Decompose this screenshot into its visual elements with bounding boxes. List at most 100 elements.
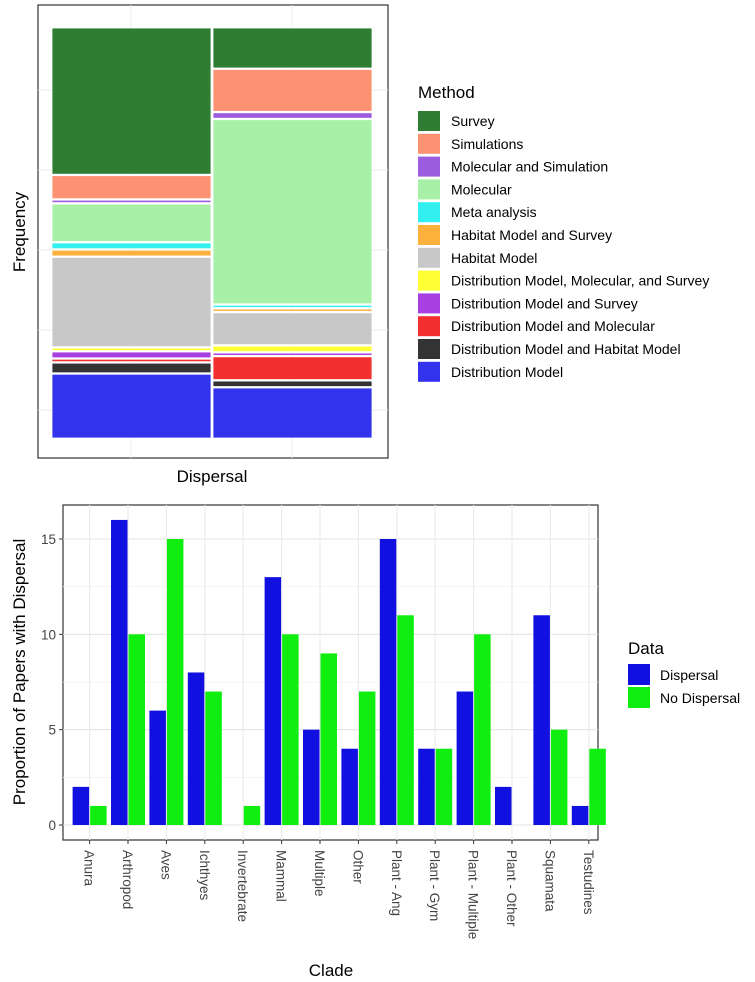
mosaic-tile-no-dispersal-distribution-model-and-molecular — [51, 358, 212, 363]
mosaic-tile-no-dispersal-simulations — [51, 175, 212, 200]
bar-marks — [72, 519, 606, 825]
x-tick-label-arthropod: Arthropod — [120, 850, 135, 909]
legend-label-molecular: Molecular — [451, 181, 512, 197]
x-tick-label-mammal: Mammal — [274, 850, 289, 902]
legend-label-distribution-model-molecular-and-survey: Distribution Model, Molecular, and Surve… — [451, 273, 709, 289]
bar-grid — [63, 505, 598, 840]
legend-key-molecular — [418, 179, 440, 200]
legend-key-habitat-model-and-survey — [418, 225, 440, 245]
bar-no-dispersal-ichthyes — [205, 691, 222, 825]
bar-no-dispersal-plant-ang — [397, 615, 414, 825]
legend-label-distribution-model-and-habitat-model: Distribution Model and Habitat Model — [451, 341, 681, 357]
legend-key-distribution-model-and-habitat-model — [418, 339, 440, 359]
x-tick-label-plant-gym: Plant - Gym — [427, 850, 442, 921]
mosaic-tile-dispersal-distribution-model-and-molecular — [212, 356, 373, 380]
bar-no-dispersal-invertebrate — [243, 805, 261, 825]
bar-no-dispersal-plant-gym — [435, 748, 453, 825]
legend-key-simulations — [418, 133, 440, 154]
x-tick-label-aves: Aves — [158, 850, 173, 880]
mosaic-y-axis-label: Frequency — [10, 191, 29, 272]
mosaic-tile-dispersal-distribution-model-and-survey — [212, 352, 373, 356]
x-tick-label-plant-multiple: Plant - Multiple — [466, 850, 481, 939]
mosaic-tile-dispersal-habitat-model-and-survey — [212, 308, 373, 312]
x-tick-label-anura: Anura — [82, 850, 97, 887]
bar-y-axis-label: Proportion of Papers with Dispersal — [10, 539, 29, 805]
x-tick-label-testudines: Testudines — [581, 850, 596, 915]
mosaic-legend: Survey Simulations Molecular and Simulatio… — [418, 111, 709, 382]
x-tick-label-plant-ang: Plant - Ang — [389, 850, 404, 916]
legend-label-distribution-model: Distribution Model — [451, 364, 563, 380]
bar-no-dispersal-plant-multiple — [474, 634, 491, 825]
legend-key-survey — [418, 111, 440, 131]
legend-key-distribution-model-and-survey — [418, 293, 440, 314]
bar-dispersal-anura — [72, 786, 90, 825]
mosaic-tile-dispersal-meta-analysis — [212, 304, 373, 308]
mosaic-legend-title: Method — [418, 83, 475, 102]
mosaic-tile-dispersal-habitat-model — [212, 312, 373, 346]
mosaic-tile-dispersal-distribution-model-and-habitat-model — [212, 380, 373, 387]
bar-dispersal-arthropod — [111, 519, 128, 825]
mosaic-tile-no-dispersal-meta-analysis — [51, 242, 212, 250]
y-tick-label: 5 — [48, 723, 56, 738]
mosaic-tile-dispersal-molecular — [212, 119, 373, 305]
mosaic-tile-no-dispersal-molecular-and-simulation — [51, 199, 212, 203]
mosaic-tile-no-dispersal-habitat-model — [51, 257, 212, 348]
bar-no-dispersal-arthropod — [128, 634, 146, 825]
mosaic-tile-dispersal-distribution-model-molecular-and-survey — [212, 345, 373, 352]
mosaic-tiles — [51, 27, 373, 439]
legend-label-habitat-model: Habitat Model — [451, 250, 537, 266]
y-tick-label: 10 — [41, 627, 56, 642]
x-tick-label-other: Other — [350, 850, 365, 884]
bar-legend-title: Data — [628, 639, 664, 658]
mosaic-tile-dispersal-survey — [212, 27, 373, 69]
bar-chart: 0 5 10 15 Anura Arthropod Aves Ichthyes Inverte… — [10, 504, 740, 980]
bar-no-dispersal-mammal — [282, 634, 299, 825]
mosaic-tile-no-dispersal-molecular — [51, 203, 212, 242]
bar-dispersal-multiple — [303, 729, 320, 825]
mosaic-tile-no-dispersal-distribution-model-and-habitat-model — [51, 362, 212, 374]
legend-label-molecular-and-simulation: Molecular and Simulation — [451, 159, 608, 175]
bar-no-dispersal-aves — [166, 539, 184, 825]
bar-dispersal-testudines — [571, 805, 589, 825]
legend-key-no-dispersal — [628, 687, 650, 708]
legend-key-distribution-model — [418, 361, 440, 382]
y-tick-label: 0 — [48, 818, 56, 833]
bar-dispersal-plant-gym — [418, 748, 435, 825]
x-tick-label-multiple: Multiple — [312, 850, 327, 897]
bar-dispersal-mammal — [264, 577, 282, 825]
bar-dispersal-plant-ang — [379, 539, 397, 825]
legend-label-habitat-model-and-survey: Habitat Model and Survey — [451, 227, 612, 243]
bar-dispersal-other — [341, 748, 358, 825]
bar-no-dispersal-testudines — [589, 748, 606, 825]
legend-label-meta-analysis: Meta analysis — [451, 204, 537, 220]
x-tick-label-ichthyes: Ichthyes — [197, 850, 212, 901]
legend-key-distribution-model-molecular-and-survey — [418, 270, 440, 291]
legend-label-distribution-model-and-molecular: Distribution Model and Molecular — [451, 318, 655, 334]
mosaic-tile-dispersal-distribution-model — [212, 387, 373, 439]
x-tick-label-invertebrate: Invertebrate — [235, 850, 250, 922]
y-tick-label: 15 — [41, 532, 56, 547]
bar-dispersal-ichthyes — [187, 672, 205, 825]
legend-label-survey: Survey — [451, 113, 495, 129]
legend-key-dispersal — [628, 664, 650, 685]
legend-label-no-dispersal: No Dispersal — [660, 690, 740, 706]
x-tick-label-plant-other: Plant - Other — [504, 850, 519, 927]
legend-key-meta-analysis — [418, 202, 440, 223]
bar-no-dispersal-anura — [90, 805, 107, 825]
mosaic-chart: Frequency Dispersal Method Survey Simulat… — [10, 4, 709, 486]
mosaic-tile-no-dispersal-distribution-model-molecular-and-survey — [51, 347, 212, 351]
legend-label-dispersal: Dispersal — [660, 667, 718, 683]
bar-x-ticks: Anura Arthropod Aves Ichthyes Invertebrate Ma… — [82, 840, 596, 939]
mosaic-x-axis-label: Dispersal — [177, 467, 248, 486]
mosaic-tile-no-dispersal-survey — [51, 27, 212, 175]
bar-dispersal-squamata — [533, 615, 550, 825]
legend-label-distribution-model-and-survey: Distribution Model and Survey — [451, 295, 638, 311]
bar-legend: Dispersal No Dispersal — [628, 664, 740, 708]
bar-dispersal-plant-multiple — [456, 691, 474, 825]
legend-key-distribution-model-and-molecular — [418, 316, 440, 337]
bar-x-axis-label: Clade — [309, 961, 353, 980]
mosaic-tile-no-dispersal-distribution-model-and-survey — [51, 351, 212, 359]
bar-y-ticks: 0 5 10 15 — [41, 532, 63, 833]
bar-dispersal-aves — [149, 710, 166, 825]
